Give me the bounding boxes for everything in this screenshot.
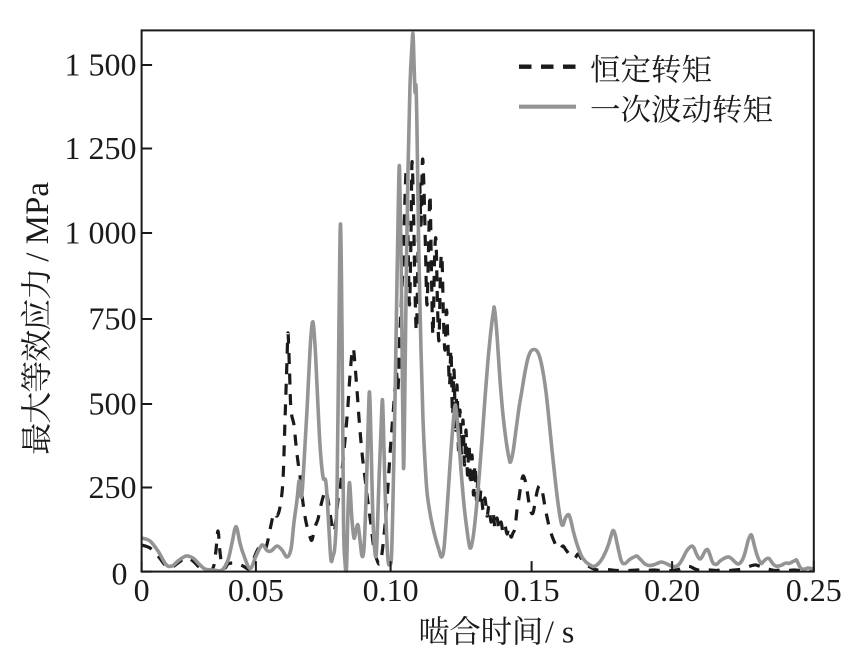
svg-text:0.25: 0.25: [786, 572, 842, 608]
svg-text:750: 750: [89, 301, 137, 337]
svg-text:/ s: / s: [545, 614, 574, 650]
svg-text:0.20: 0.20: [644, 572, 700, 608]
svg-text:0.10: 0.10: [363, 572, 419, 608]
svg-text:0.05: 0.05: [228, 572, 284, 608]
svg-text:1 500: 1 500: [65, 47, 137, 83]
svg-text:/ MPa: / MPa: [20, 182, 56, 262]
svg-text:250: 250: [89, 469, 137, 505]
svg-text:0.15: 0.15: [504, 572, 560, 608]
svg-text:0: 0: [112, 555, 128, 591]
svg-text:1 000: 1 000: [65, 215, 137, 251]
svg-text:500: 500: [89, 386, 137, 422]
svg-text:0: 0: [134, 572, 150, 608]
svg-text:1 250: 1 250: [65, 130, 137, 166]
